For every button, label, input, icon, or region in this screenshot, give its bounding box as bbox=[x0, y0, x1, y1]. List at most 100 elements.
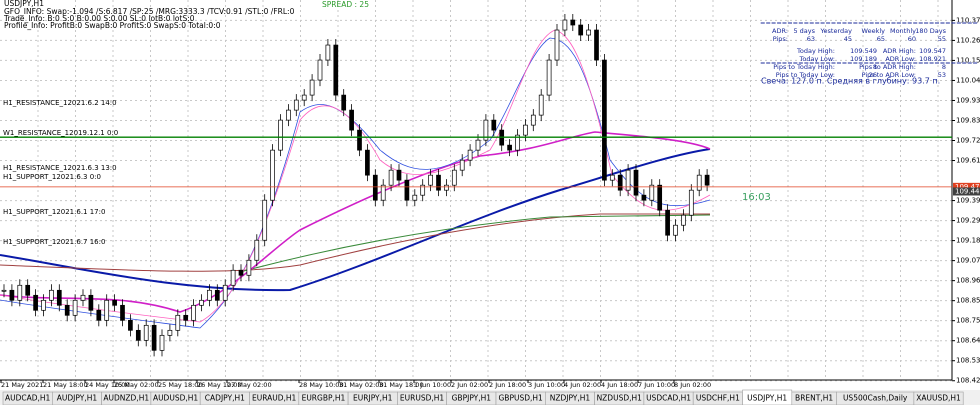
candle-body bbox=[56, 289, 62, 306]
candle-body bbox=[246, 259, 252, 276]
sma-long bbox=[0, 213, 710, 272]
tab-label[interactable]: USDCAD,H1 bbox=[646, 394, 691, 403]
time-label: 7 Jun 10:00 bbox=[638, 381, 675, 389]
candle-body bbox=[649, 184, 655, 201]
tab-label[interactable]: XAUUSD,H1 bbox=[916, 394, 961, 403]
tab-label[interactable]: AUDUSD,H1 bbox=[153, 394, 198, 403]
candle-body bbox=[554, 29, 560, 61]
tab-label[interactable]: USDJPY,H1 bbox=[747, 394, 787, 403]
price-tick-label: 108.858 bbox=[956, 297, 980, 305]
tab-label[interactable]: EURUSD,H1 bbox=[400, 394, 444, 403]
candle-body bbox=[112, 299, 117, 306]
candle-body bbox=[459, 159, 465, 171]
candle-body bbox=[578, 24, 584, 36]
candle-body bbox=[33, 294, 38, 311]
price-tick-label: 110.046 bbox=[956, 76, 980, 84]
time-label: 1 Jun 10:00 bbox=[414, 381, 451, 389]
candle-body bbox=[365, 149, 370, 176]
price-tag-label: 109.472 bbox=[955, 183, 980, 191]
candle-body bbox=[278, 119, 283, 151]
price-tick-label: 109.398 bbox=[956, 197, 980, 205]
tab-label[interactable]: US500Cash,Daily bbox=[843, 394, 908, 403]
tab-label[interactable]: AUDNZD,H1 bbox=[103, 394, 149, 403]
candle-body bbox=[270, 149, 275, 201]
tab-label[interactable]: GBPJPY,H1 bbox=[452, 394, 492, 403]
candle-body bbox=[625, 169, 631, 191]
candle-body bbox=[515, 134, 520, 151]
adr-cell: ADR: bbox=[772, 27, 788, 35]
separator: ======================================== bbox=[760, 59, 978, 67]
stat-cell: 53 bbox=[938, 71, 946, 79]
stat-cell: Pips to ADR High: bbox=[859, 63, 916, 71]
stat-cell: ADR Low: bbox=[885, 55, 916, 63]
price-tick-label: 109.290 bbox=[956, 217, 980, 225]
candle-body bbox=[222, 284, 228, 301]
time-label: 31 May 18:00 bbox=[379, 381, 424, 389]
candle-body bbox=[570, 19, 576, 26]
candle-body bbox=[309, 79, 315, 96]
tab-label[interactable]: NZDUSD,H1 bbox=[597, 394, 643, 403]
price-tick-label: 109.614 bbox=[956, 157, 980, 165]
candle-body bbox=[293, 99, 299, 111]
tab-label[interactable]: EURJPY,H1 bbox=[353, 394, 393, 403]
price-tick-label: 110.154 bbox=[956, 56, 980, 64]
candle-body bbox=[254, 239, 260, 261]
candle-body bbox=[167, 329, 173, 336]
tab-label[interactable]: EURGBP,H1 bbox=[302, 394, 346, 403]
adr-cell: Weekly bbox=[862, 27, 886, 35]
tab-label[interactable]: GBPUSD,H1 bbox=[498, 394, 543, 403]
separator: ======================================== bbox=[760, 19, 978, 27]
candle-body bbox=[475, 139, 481, 151]
tab-label[interactable]: AUDJPY,H1 bbox=[57, 394, 98, 403]
candle-body bbox=[586, 29, 591, 36]
time-label: 28 May 10:00 bbox=[299, 381, 344, 389]
candle-body bbox=[317, 59, 323, 81]
tab-label[interactable]: AUDCAD,H1 bbox=[5, 394, 51, 403]
stat-cell: Pips to Today High: bbox=[773, 63, 835, 71]
time-label: 3 Jun 10:00 bbox=[528, 381, 565, 389]
candle-body bbox=[396, 169, 402, 181]
stat-cell: 26 bbox=[869, 71, 877, 79]
adr-cell: 65 bbox=[877, 35, 885, 43]
stat-cell: 8 bbox=[942, 63, 946, 71]
tab-label[interactable]: USDCHF,H1 bbox=[696, 394, 740, 403]
time-label: 4 Jun 18:00 bbox=[601, 381, 638, 389]
adr-cell: 55 bbox=[938, 35, 946, 43]
candle-body bbox=[207, 289, 212, 301]
tab-label[interactable]: CADJPY,H1 bbox=[205, 394, 245, 403]
candle-body bbox=[325, 44, 331, 61]
candle-body bbox=[681, 214, 686, 226]
candle-body bbox=[451, 169, 457, 186]
candle-stats: Свеча: 127.0 п. Средняя в глубину: 93.7 … bbox=[761, 77, 940, 86]
candle-body bbox=[657, 184, 663, 211]
candles bbox=[1, 14, 710, 357]
stat-cell: 108.921 bbox=[919, 55, 946, 63]
candle-body bbox=[372, 174, 378, 201]
candle-body bbox=[96, 309, 102, 321]
candle-body bbox=[151, 324, 157, 351]
tab-label[interactable]: NZDJPY,H1 bbox=[550, 394, 591, 403]
adr-cell: 5 days bbox=[793, 27, 815, 35]
candle-body bbox=[444, 184, 449, 191]
level-label: H1_RESISTANCE_12021.6.2 14:0 bbox=[3, 99, 117, 107]
tab-label[interactable]: EURAUD,H1 bbox=[252, 394, 297, 403]
time-label: 31 May 02:00 bbox=[339, 381, 384, 389]
candle-body bbox=[633, 169, 639, 196]
candle-body bbox=[17, 284, 23, 301]
candle-body bbox=[286, 109, 291, 121]
candle-body bbox=[120, 304, 125, 321]
adr-cell: 180 Days bbox=[915, 27, 946, 35]
candle-body bbox=[80, 294, 86, 301]
time-label: 2 Jun 18:00 bbox=[489, 381, 526, 389]
ema-fast bbox=[0, 37, 711, 329]
candle-body bbox=[135, 329, 141, 341]
time-label: 21 May 18:00 bbox=[43, 381, 88, 389]
candle-body bbox=[388, 169, 394, 186]
candle-body bbox=[104, 299, 110, 321]
candle-body bbox=[594, 29, 599, 61]
candle-body bbox=[230, 269, 236, 286]
candle-body bbox=[617, 174, 623, 191]
candle-body bbox=[199, 299, 204, 306]
tab-label[interactable]: BRENT,H1 bbox=[795, 394, 833, 403]
